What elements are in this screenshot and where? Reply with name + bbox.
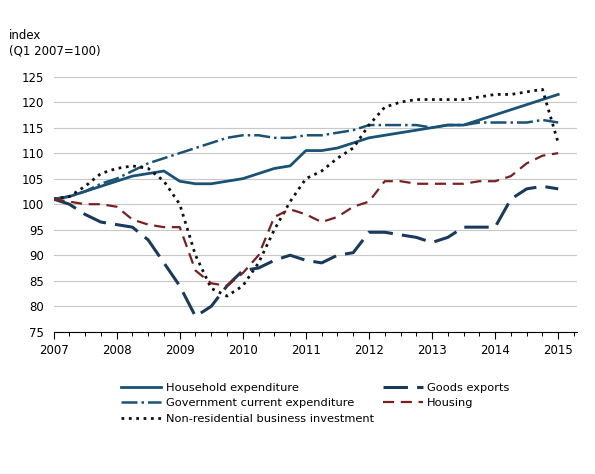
Text: index
(Q1 2007=100): index (Q1 2007=100) (9, 29, 101, 57)
Legend: Household expenditure, Government current expenditure, Non-residential business : Household expenditure, Government curren… (121, 383, 509, 424)
